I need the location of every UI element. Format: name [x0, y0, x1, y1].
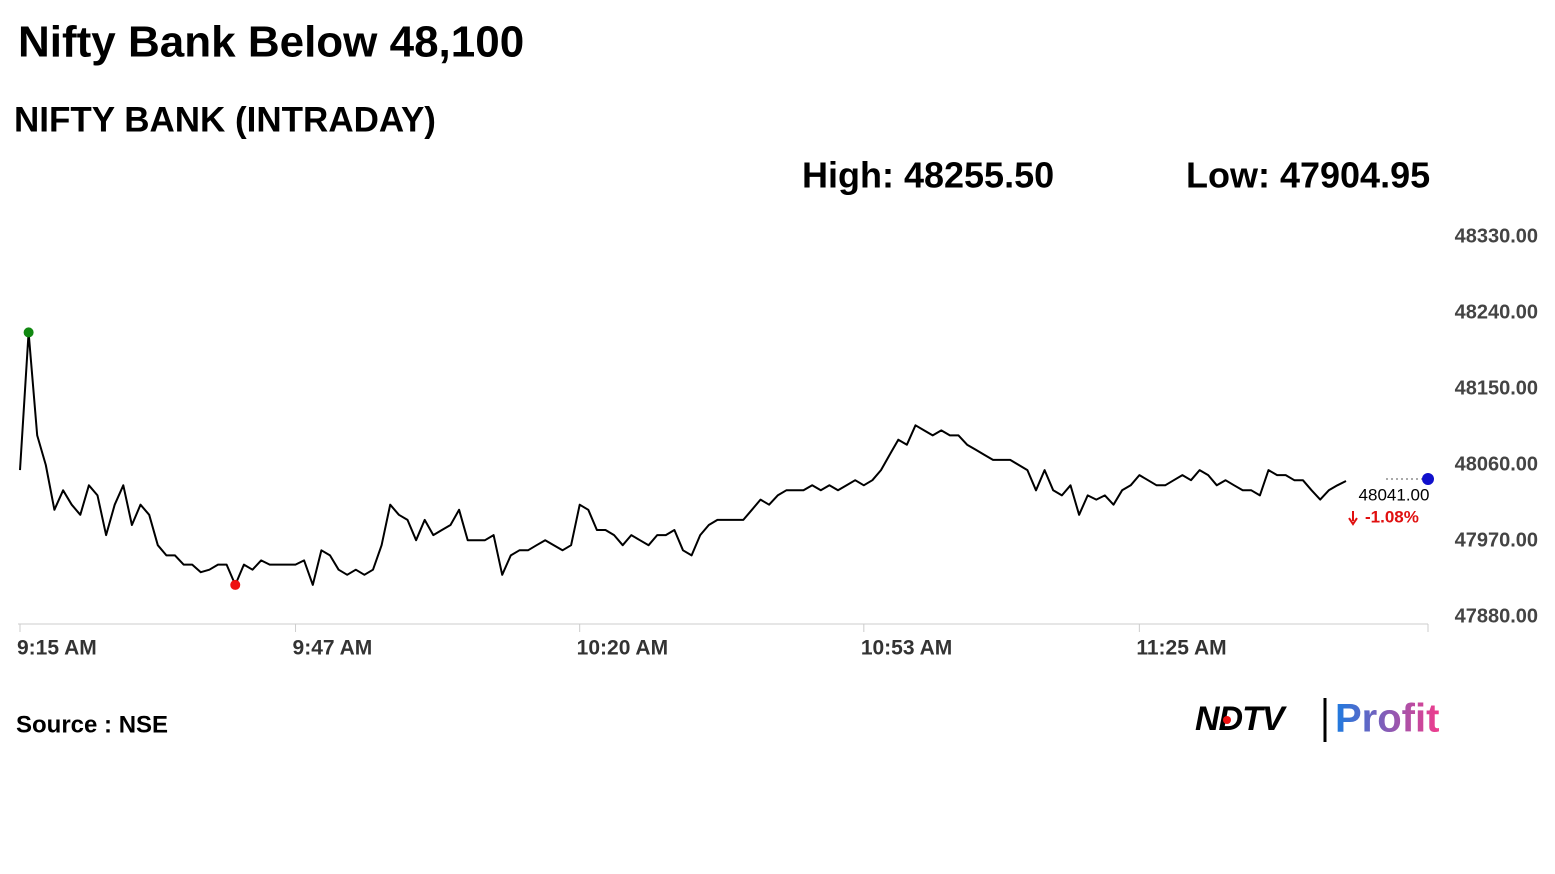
- change-label: -1.08%: [1365, 508, 1419, 527]
- y-tick-label: 47880.00: [1455, 605, 1538, 627]
- last-value-label: 48041.00: [1359, 486, 1430, 505]
- source: Source : NSE: [16, 711, 168, 738]
- y-tick-label: 48240.00: [1455, 301, 1538, 323]
- logo-brand: NDTV: [1195, 700, 1288, 738]
- low-marker: [230, 579, 241, 590]
- x-tick-label: 9:47 AM: [293, 637, 373, 660]
- x-tick-label: 10:53 AM: [861, 637, 952, 660]
- chart-subtitle: NIFTY BANK (INTRADAY): [14, 100, 436, 139]
- down-arrow: [1348, 511, 1358, 526]
- x-tick-label: 11:25 AM: [1136, 637, 1226, 660]
- y-tick-label: 48060.00: [1455, 453, 1538, 475]
- low-label: Low: 47904.95: [1186, 155, 1430, 196]
- chart-title: Nifty Bank Below 48,100: [18, 18, 524, 67]
- high-marker: [23, 327, 34, 338]
- x-tick-label: 10:20 AM: [577, 637, 668, 660]
- logo-dot: [1223, 716, 1231, 724]
- price-line: [19, 331, 1347, 586]
- logo-product: Profit: [1335, 697, 1439, 741]
- x-tick-label: 9:15 AM: [17, 637, 97, 660]
- high-label: High: 48255.50: [802, 155, 1054, 196]
- y-tick-label: 47970.00: [1455, 529, 1538, 551]
- logo: NDTV Profit: [1195, 697, 1439, 742]
- last-marker: [1422, 473, 1434, 486]
- y-tick-label: 48330.00: [1455, 225, 1538, 247]
- y-tick-label: 48150.00: [1455, 377, 1538, 399]
